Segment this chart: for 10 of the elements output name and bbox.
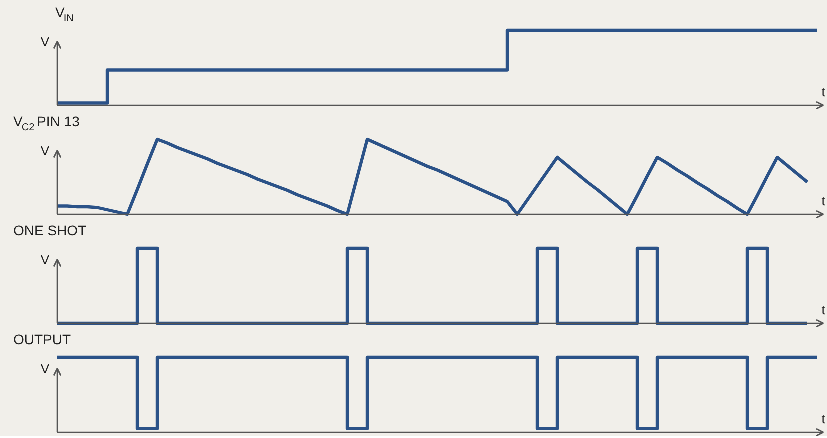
x-axis-title: t	[822, 194, 826, 208]
y-axis-title: V	[40, 252, 50, 268]
x-axis-title: t	[822, 302, 826, 318]
y-axis-title: V	[40, 34, 50, 50]
x-axis-title: t	[822, 84, 826, 100]
y-axis-title: V	[40, 143, 50, 158]
y-axis-title: V	[40, 361, 50, 376]
chart-title: OUTPUT	[14, 332, 72, 348]
x-axis-title: t	[822, 412, 826, 426]
chart-title: ONE SHOT	[14, 222, 88, 238]
